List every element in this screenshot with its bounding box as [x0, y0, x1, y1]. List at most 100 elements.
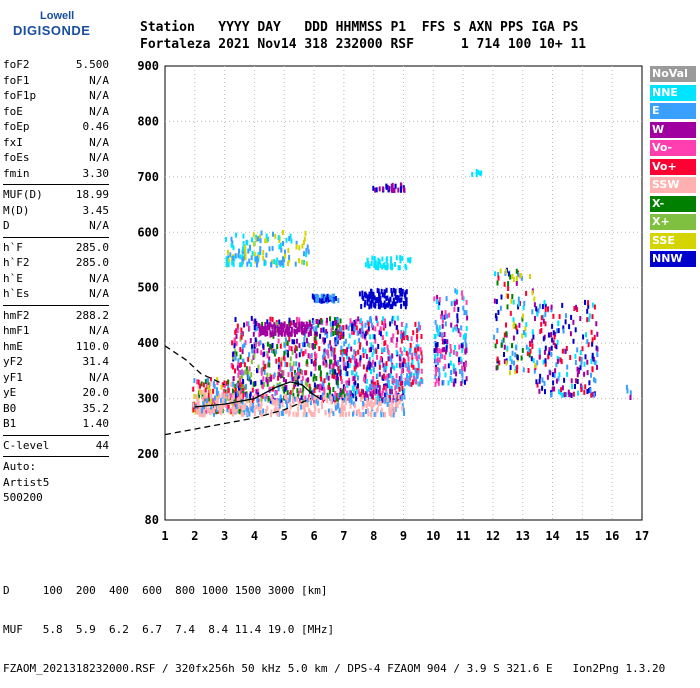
echo-point: [453, 378, 456, 384]
echo-point: [330, 408, 333, 414]
echo-point: [360, 393, 363, 399]
echo-point: [242, 393, 245, 399]
echo-point: [274, 233, 277, 239]
echo-point: [231, 255, 234, 261]
echo-point: [332, 387, 335, 392]
param-value: 285.0: [75, 240, 109, 254]
echo-point: [219, 408, 221, 414]
echo-point: [296, 321, 299, 327]
echo-point: [333, 395, 336, 401]
echo-point: [335, 361, 338, 367]
echo-point: [346, 393, 349, 399]
echo-point: [375, 408, 378, 413]
echo-point: [414, 367, 417, 373]
echo-point: [262, 343, 265, 349]
echo-point: [327, 343, 330, 349]
echo-point: [392, 412, 395, 418]
echo-point: [420, 350, 423, 356]
echo-point: [367, 411, 370, 417]
echo-point: [511, 343, 513, 349]
echo-point: [354, 380, 357, 386]
echo-point: [281, 259, 284, 265]
echo-point: [335, 320, 338, 325]
echo-point: [417, 321, 420, 327]
echo-point: [434, 334, 437, 340]
echo-point: [512, 277, 515, 283]
echo-point: [293, 339, 296, 345]
echo-point: [552, 339, 555, 345]
echo-point: [244, 251, 247, 257]
echo-point: [314, 344, 317, 349]
echo-point: [329, 394, 332, 400]
echo-point: [286, 390, 289, 396]
echo-point: [544, 345, 547, 351]
echo-point: [553, 386, 556, 392]
echo-point: [231, 340, 234, 346]
echo-point: [378, 371, 381, 377]
echo-point: [286, 403, 289, 409]
echo-point: [586, 370, 589, 376]
echo-point: [375, 315, 378, 321]
echo-point: [505, 293, 508, 299]
echo-point: [353, 355, 356, 361]
echo-point: [397, 394, 400, 400]
echo-point: [574, 360, 577, 365]
echo-point: [239, 254, 242, 260]
echo-point: [296, 393, 299, 399]
echo-point: [396, 337, 399, 343]
echo-point: [315, 319, 318, 324]
echo-point: [320, 327, 323, 333]
echo-point: [222, 388, 225, 394]
echo-point: [525, 290, 528, 296]
echo-point: [437, 305, 440, 310]
echo-point: [274, 390, 277, 396]
echo-point: [455, 326, 458, 332]
echo-point: [352, 324, 355, 330]
echo-point: [303, 260, 305, 265]
echo-point: [202, 382, 205, 388]
echo-point: [434, 319, 437, 325]
echo-point: [521, 347, 524, 353]
echo-point: [239, 354, 242, 360]
echo-point: [252, 241, 255, 247]
echo-point: [231, 409, 234, 415]
echo-point: [406, 335, 409, 340]
echo-point: [436, 351, 439, 357]
echo-point: [377, 262, 379, 268]
echo-point: [198, 412, 201, 418]
echo-point: [281, 323, 284, 329]
echo-point: [343, 397, 346, 403]
echo-point: [592, 356, 595, 362]
echo-point: [586, 339, 589, 345]
echo-point: [458, 344, 461, 350]
echo-point: [557, 320, 560, 326]
echo-point: [372, 359, 374, 365]
echo-point: [317, 294, 320, 300]
echo-point: [243, 255, 246, 261]
echo-point: [552, 313, 555, 319]
echo-point: [516, 355, 519, 361]
echo-point: [330, 331, 333, 337]
echo-point: [511, 294, 514, 299]
echo-point: [438, 348, 441, 354]
echo-point: [247, 356, 250, 362]
echo-point: [357, 316, 360, 322]
echo-point: [391, 337, 394, 343]
echo-point: [330, 295, 333, 301]
echo-point: [208, 407, 211, 413]
echo-point: [373, 381, 376, 387]
echo-point: [252, 232, 255, 238]
echo-point: [245, 366, 248, 372]
echo-point: [368, 291, 371, 297]
echo-point: [200, 381, 203, 387]
echo-point: [256, 348, 259, 354]
echo-point: [197, 400, 200, 406]
echo-point: [295, 244, 298, 250]
echo-point: [290, 331, 293, 337]
echo-point: [435, 347, 438, 353]
echo-point: [230, 236, 233, 242]
echo-point: [323, 378, 326, 384]
echo-point: [270, 332, 273, 338]
echo-point: [374, 361, 377, 367]
echo-point: [385, 287, 388, 293]
